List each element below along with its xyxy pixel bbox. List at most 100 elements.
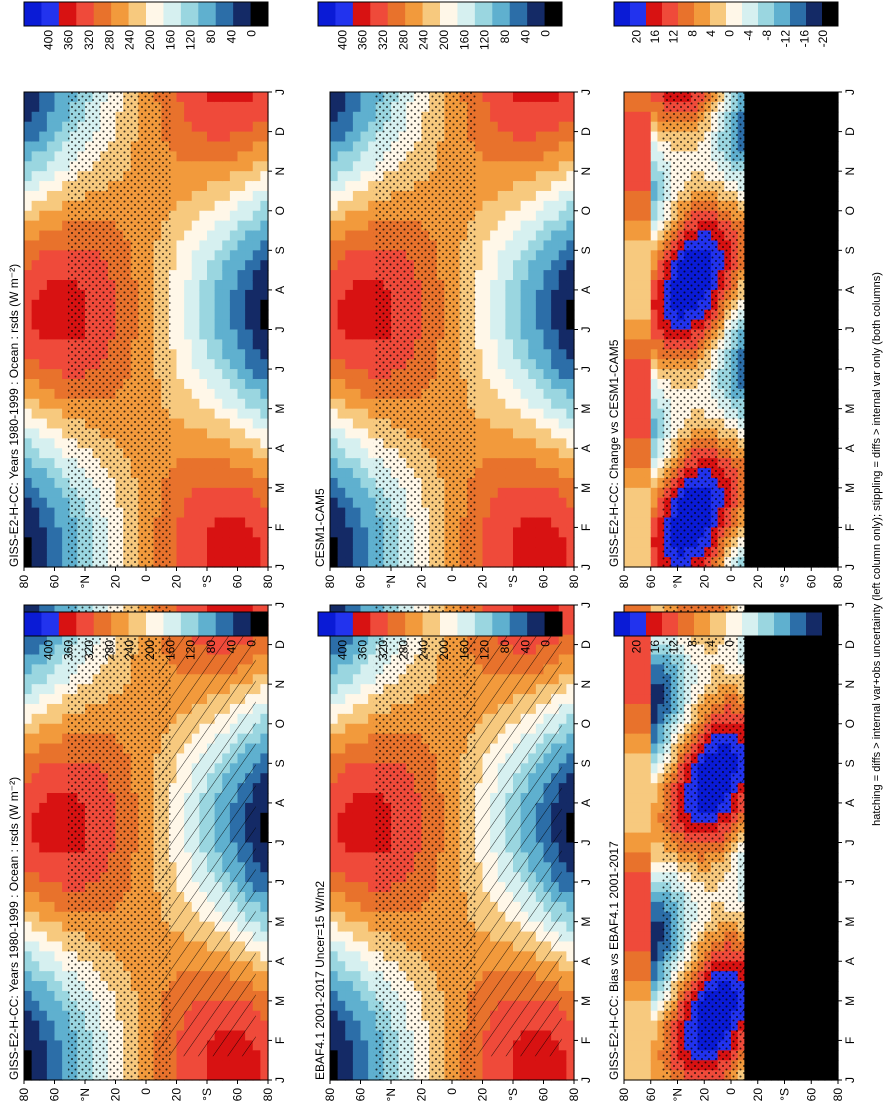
heatmap-cell: [252, 557, 261, 568]
heatmap-cell: [222, 408, 231, 420]
heatmap-cell: [39, 329, 48, 340]
heatmap-cell: [46, 428, 56, 439]
heatmap-cell: [176, 527, 185, 538]
colorbar-label: 80: [204, 640, 218, 654]
heatmap-cell: [31, 931, 40, 943]
heatmap-cell: [54, 862, 63, 873]
heatmap-cell: [54, 753, 63, 764]
heatmap-cell: [207, 161, 216, 172]
heatmap-cell: [330, 1040, 339, 1051]
month-tick-label: J: [273, 602, 287, 608]
heatmap-cell: [62, 299, 71, 311]
heatmap-cell: [352, 171, 362, 182]
heatmap-cell: [245, 181, 254, 192]
lat-tick-label: °S: [506, 1088, 520, 1101]
heatmap-cell: [330, 438, 339, 449]
heatmap-cell: [566, 674, 575, 685]
heatmap-cell: [337, 299, 346, 311]
heatmap-cell: [352, 664, 362, 675]
heatmap-cell: [330, 842, 339, 853]
heatmap-cell: [31, 220, 40, 232]
heatmap-cell: [260, 921, 269, 933]
heatmap-cell: [352, 1010, 362, 1022]
heatmap-cell: [345, 359, 354, 370]
colorbar-swatch: [163, 612, 182, 636]
colorbar-label: 360: [356, 640, 370, 660]
heatmap-cell: [360, 783, 369, 794]
heatmap-cell: [24, 1060, 33, 1071]
heatmap-cell: [352, 733, 362, 745]
heatmap-cell: [551, 1070, 560, 1081]
heatmap-cell: [229, 418, 239, 430]
heatmap-cell: [31, 713, 40, 725]
heatmap-cell: [222, 309, 231, 321]
heatmap-cell: [54, 911, 63, 923]
heatmap-cell: [252, 773, 261, 784]
heatmap-cell: [260, 654, 269, 665]
heatmap-cell: [360, 862, 369, 873]
heatmap-cell: [352, 141, 362, 152]
heatmap-cell: [168, 101, 178, 113]
heatmap-cell: [337, 1060, 346, 1071]
heatmap-cell: [199, 408, 208, 420]
heatmap-cell: [62, 773, 71, 784]
heatmap-cell: [566, 822, 575, 834]
heatmap-cell: [214, 101, 223, 113]
heatmap-cell: [24, 398, 33, 410]
heatmap-cell: [222, 468, 231, 479]
heatmap-cell: [54, 882, 63, 893]
heatmap-cell: [229, 428, 239, 439]
heatmap-cell: [54, 487, 63, 499]
heatmap-cell: [558, 832, 567, 844]
heatmap-cell: [199, 507, 208, 519]
heatmap-cell: [24, 684, 33, 695]
heatmap-cell: [184, 101, 193, 113]
heatmap-cell: [551, 1060, 560, 1071]
heatmap-cell: [39, 743, 48, 755]
heatmap-cell: [176, 220, 185, 232]
heatmap-cell: [54, 141, 63, 152]
heatmap-cell: [24, 990, 33, 1002]
heatmap-cell: [229, 398, 239, 410]
heatmap-cell: [237, 200, 246, 212]
colorbar-frame: [23, 611, 269, 637]
heatmap-cell: [352, 684, 362, 695]
heatmap-cell: [566, 793, 575, 804]
heatmap-cell: [168, 1060, 178, 1071]
colorbar-label: 360: [62, 640, 76, 660]
heatmap-cell: [191, 200, 200, 212]
heatmap-cell: [330, 111, 339, 123]
heatmap-cell: [207, 378, 216, 390]
heatmap-cell: [360, 961, 369, 972]
heatmap-cell: [229, 527, 239, 538]
heatmap-cell: [191, 537, 200, 548]
heatmap-cell: [207, 448, 216, 459]
heatmap-cell: [184, 448, 193, 459]
heatmap-cell: [191, 270, 200, 281]
heatmap-cell: [46, 497, 56, 509]
heatmap-cell: [352, 299, 362, 311]
heatmap-cell: [368, 872, 377, 883]
heatmap-cell: [24, 713, 33, 725]
heatmap-cell: [330, 260, 339, 271]
heatmap-cell: [558, 862, 567, 873]
heatmap-cell: [54, 111, 63, 123]
heatmap-cell: [199, 131, 208, 143]
heatmap-cell: [214, 151, 223, 162]
heatmap-cell: [566, 1060, 575, 1071]
heatmap-cell: [168, 408, 178, 420]
heatmap-cell: [176, 289, 185, 301]
lat-tick-label: 80: [17, 1088, 31, 1102]
heatmap-cell: [497, 1070, 506, 1081]
heatmap-cell: [214, 240, 223, 251]
heatmap-cell: [260, 547, 269, 558]
heatmap-cell: [168, 181, 178, 192]
heatmap-cell: [191, 349, 200, 360]
heatmap-cell: [352, 260, 362, 271]
heatmap-cell: [199, 1060, 208, 1071]
heatmap-cell: [252, 664, 261, 675]
heatmap-cell: [566, 614, 575, 626]
heatmap-cell: [558, 1070, 567, 1081]
heatmap-cell: [207, 537, 216, 548]
heatmap-cell: [245, 190, 254, 202]
